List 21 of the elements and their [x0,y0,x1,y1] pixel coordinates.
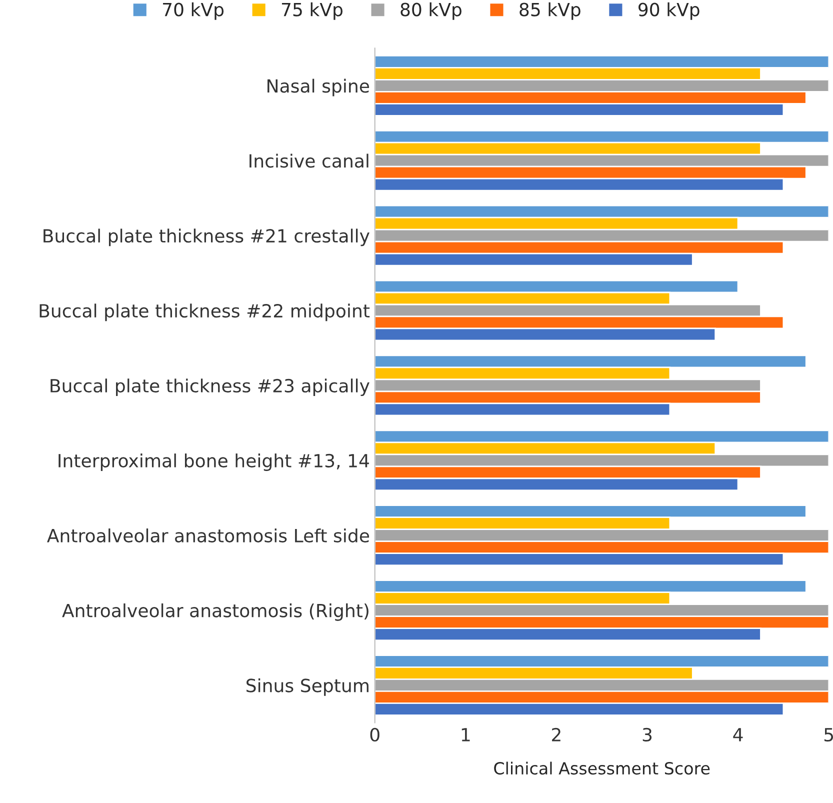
legend-label: 90 kVp [638,2,700,20]
x-tick-label: 1 [462,728,470,742]
legend-label: 80 kVp [400,2,462,20]
y-tick-label: Antroalveolar anastomosis Left side [47,528,370,542]
y-tick-label: Antroalveolar anastomosis (Right) [62,603,368,621]
x-tick-label: 0 [370,728,380,742]
x-tick-label: 5 [824,728,833,742]
y-tick-label: Buccal plate thickness #21 crestally [44,228,370,246]
y-tick-label: Buccal plate thickness #22 midpoint [40,304,370,322]
x-tick-label: 3 [642,728,652,742]
legend-label: 75 kVp [282,2,342,20]
legend-label: 85 kVp [520,2,580,20]
x-tick-label: 2 [552,728,560,742]
x-axis-title: Clinical Assessment Score [494,762,710,775]
x-tick-label: 4 [733,728,743,742]
y-tick-label: Sinus Septum [246,678,368,696]
y-tick-label: Buccal plate thickness #23 apically [50,378,370,396]
y-tick-label: Incisive canal [250,154,368,168]
y-tick-label: Nasal spine [268,78,370,96]
y-tick-label: Interproximal bone height #13, 14 [58,454,369,471]
legend-label: 70 kVp [163,2,224,20]
